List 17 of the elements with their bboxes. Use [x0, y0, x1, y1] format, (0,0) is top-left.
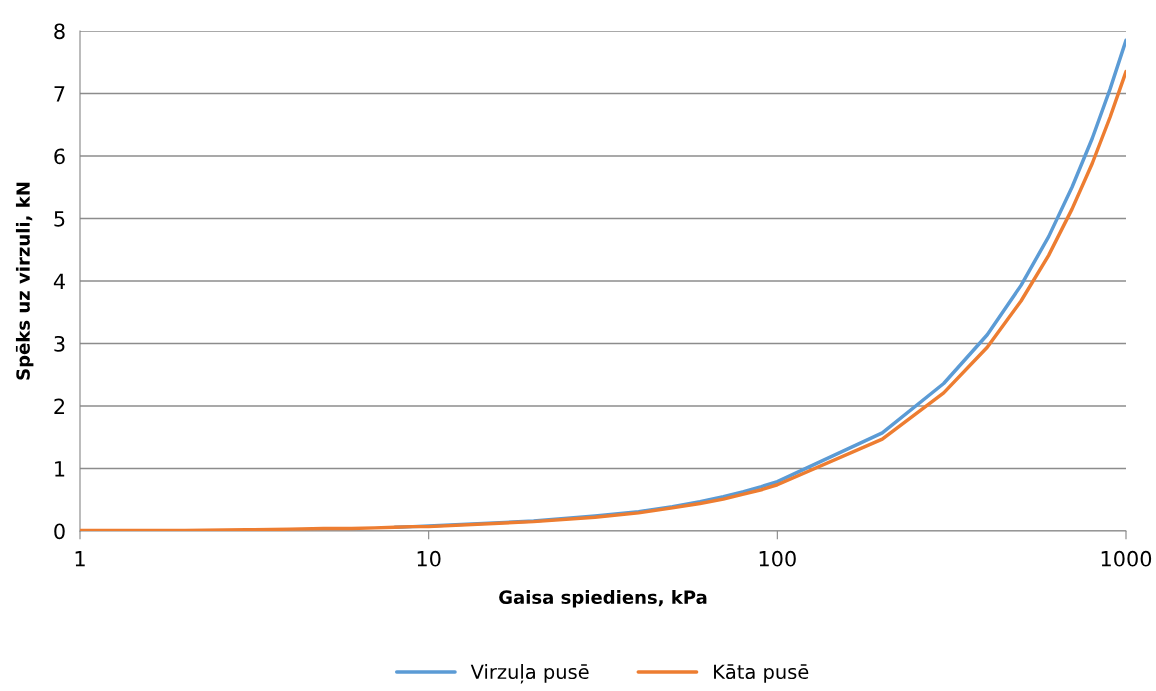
- y-tick-label: 2: [54, 398, 65, 414]
- legend-label: Virzuļa pusē: [470, 664, 589, 684]
- y-tick-label: 0: [54, 523, 65, 540]
- y-tick-label: 5: [54, 211, 65, 227]
- y-tick-label: 8: [54, 23, 65, 40]
- y-axis-title: Spēks uz virzuli, kN: [15, 182, 34, 380]
- legend-label: Kāta pusē: [714, 664, 809, 683]
- x-tick-label: 10: [417, 550, 441, 567]
- x-tick-label: 1000: [1101, 550, 1152, 567]
- y-tick-label: 3: [54, 335, 65, 352]
- y-tick-label: 4: [53, 273, 65, 289]
- y-tick-label: 1: [55, 461, 65, 477]
- y-tick-label: 7: [54, 86, 65, 102]
- x-tick-label: 100: [759, 550, 796, 567]
- y-tick-label: 6: [54, 148, 65, 165]
- x-tick-label: 1: [75, 551, 85, 567]
- x-axis-title: Gaisa spiediens, kPa: [499, 590, 707, 608]
